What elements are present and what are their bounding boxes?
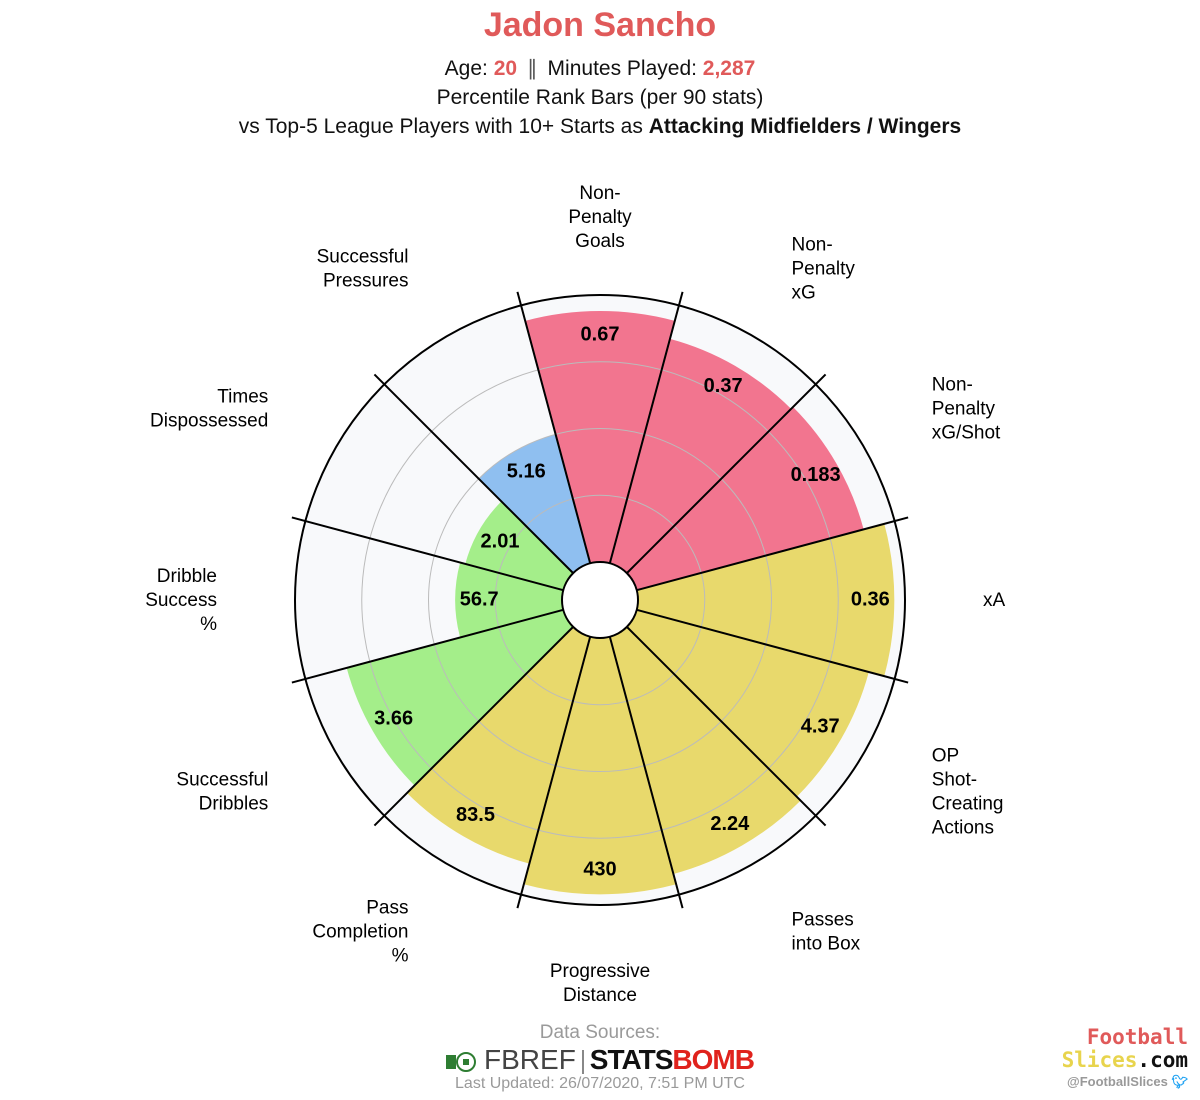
spoke-4	[636, 608, 909, 684]
minutes-label: Minutes Played:	[547, 57, 703, 80]
value-label-3: 0.36	[851, 588, 890, 610]
value-label-9: 56.7	[460, 588, 499, 610]
grid-ring-3	[294, 294, 906, 906]
brand-slices: Slices	[1061, 1048, 1138, 1072]
spoke-7	[516, 636, 592, 909]
category-label-7: Pass Completion%	[312, 898, 408, 967]
last-updated: Last Updated: 26/07/2020, 7:51 PM UTC	[455, 1075, 745, 1092]
category-label-9: Dribble Success%	[145, 566, 217, 635]
comparison-line: vs Top-5 League Players with 10+ Starts …	[0, 115, 1200, 139]
source-logos: FBREF STATSBOMB	[0, 1044, 1200, 1076]
category-label-5: Passes into Box	[792, 910, 861, 955]
spoke-11	[373, 373, 574, 574]
bar-9	[455, 562, 564, 638]
bar-11	[478, 434, 591, 574]
spoke-3	[636, 516, 909, 592]
category-label-8: Successful Dribbles	[176, 770, 268, 815]
brand-line-2: Slices.com	[1062, 1049, 1188, 1072]
value-label-2: 0.183	[791, 464, 841, 486]
comparison-group: Attacking Midfielders / Wingers	[648, 115, 962, 138]
spoke-1	[608, 291, 684, 564]
brand-dotcom: .com	[1137, 1048, 1188, 1072]
spoke-2	[626, 373, 827, 574]
bar-0	[525, 311, 675, 564]
value-label-8: 3.66	[374, 707, 413, 729]
spoke-5	[626, 626, 827, 827]
statsbomb-logo-b: BOMB	[672, 1044, 755, 1075]
bar-6	[523, 636, 677, 895]
category-label-6: Progressive Distance	[550, 961, 650, 1006]
value-label-10: 2.01	[481, 531, 520, 553]
statsbomb-logo-a: STATS	[589, 1044, 674, 1075]
category-label-1: Non-Penalty xG	[792, 234, 856, 303]
chart-subtitle: Percentile Rank Bars (per 90 stats)	[436, 86, 764, 109]
value-label-11: 5.16	[507, 461, 546, 483]
value-label-5: 2.24	[710, 813, 750, 835]
bar-3	[636, 523, 895, 677]
fbref-logo-icon	[446, 1051, 477, 1072]
player-name: Jadon Sancho	[483, 6, 717, 44]
twitter-bird-icon: 🐦︎	[1171, 1074, 1188, 1089]
value-label-6: 430	[583, 859, 616, 881]
value-label-0: 0.67	[581, 323, 620, 345]
spoke-0	[516, 291, 592, 564]
minutes-value: 2,287	[702, 57, 756, 80]
grid-ring-0	[494, 494, 706, 706]
percentile-radar-chart: 0.67 Non-Penalty Goals 0.37 Non-Penalty xG 0.1…	[145, 183, 1006, 1006]
spoke-10	[291, 516, 564, 592]
fbref-logo-text: FBREF	[484, 1044, 576, 1075]
comparison-prefix: vs Top-5 League Players with 10+ Starts …	[238, 115, 649, 138]
spoke-9	[291, 608, 564, 684]
player-info: Age: 20 ∥ Minutes Played: 2,287	[0, 56, 1200, 81]
brand-handle-text: @FootballSlices	[1067, 1074, 1168, 1089]
brand-handle: @FootballSlices 🐦︎	[1062, 1074, 1188, 1090]
category-label-3: xA	[983, 590, 1006, 611]
logo-divider	[581, 1049, 584, 1074]
age-label: Age:	[444, 57, 494, 80]
category-label-10: Times Dispossessed	[150, 387, 268, 432]
info-separator: ∥	[527, 57, 538, 80]
value-label-4: 4.37	[801, 715, 840, 737]
data-sources-label: Data Sources:	[539, 1022, 661, 1043]
brand-logo: Football Slices.com @FootballSlices 🐦︎	[1062, 1026, 1188, 1090]
category-label-2: Non-Penalty xG/Shot	[932, 375, 1001, 444]
grid-ring-1	[428, 428, 772, 772]
value-label-7: 83.5	[456, 804, 495, 826]
category-label-0: Non-Penalty Goals	[568, 183, 632, 252]
brand-line-1: Football	[1086, 1025, 1188, 1049]
bar-10	[465, 501, 574, 591]
center-hole	[561, 561, 639, 639]
spoke-6	[608, 636, 684, 909]
spoke-8	[373, 626, 574, 827]
age-value: 20	[493, 57, 518, 80]
value-label-1: 0.37	[704, 375, 743, 397]
grid-ring-2	[361, 361, 839, 839]
category-label-11: Successful Pressures	[317, 246, 409, 291]
category-label-4: OP Shot-Creating Actions	[932, 746, 1004, 839]
